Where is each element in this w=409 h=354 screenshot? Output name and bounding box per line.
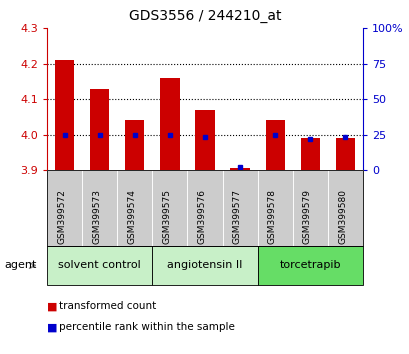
Bar xyxy=(335,138,354,170)
Text: GSM399576: GSM399576 xyxy=(197,189,206,244)
Bar xyxy=(160,78,179,170)
Bar xyxy=(125,120,144,170)
Text: GSM399579: GSM399579 xyxy=(302,189,311,244)
Text: GSM399572: GSM399572 xyxy=(57,189,66,244)
Text: GSM399575: GSM399575 xyxy=(162,189,171,244)
Text: agent: agent xyxy=(4,261,36,270)
Text: torcetrapib: torcetrapib xyxy=(279,261,340,270)
Bar xyxy=(300,138,319,170)
Text: percentile rank within the sample: percentile rank within the sample xyxy=(59,322,235,332)
Text: angiotensin II: angiotensin II xyxy=(167,261,242,270)
Bar xyxy=(230,168,249,170)
Bar xyxy=(195,110,214,170)
Text: GSM399578: GSM399578 xyxy=(267,189,276,244)
Text: GDS3556 / 244210_at: GDS3556 / 244210_at xyxy=(128,9,281,23)
Text: solvent control: solvent control xyxy=(58,261,141,270)
Bar xyxy=(90,88,109,170)
Text: GSM399574: GSM399574 xyxy=(127,189,136,244)
Text: GSM399577: GSM399577 xyxy=(232,189,241,244)
Bar xyxy=(265,120,284,170)
Text: ■: ■ xyxy=(47,322,58,332)
Text: ■: ■ xyxy=(47,301,58,311)
Text: GSM399573: GSM399573 xyxy=(92,189,101,244)
Text: transformed count: transformed count xyxy=(59,301,156,311)
Text: GSM399580: GSM399580 xyxy=(337,189,346,244)
Bar xyxy=(55,60,74,170)
